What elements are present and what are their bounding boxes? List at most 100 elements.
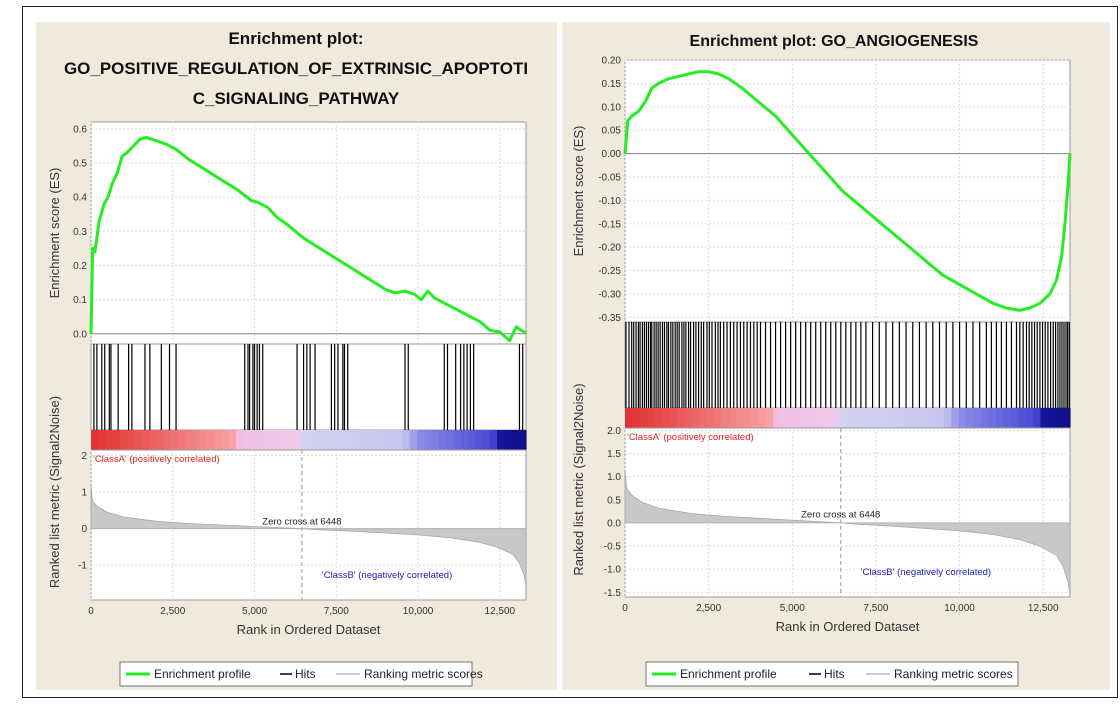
chart-title-line: Enrichment plot: — [228, 29, 363, 48]
heat-bar-segment — [395, 430, 404, 450]
enrichment-profile-point — [925, 260, 927, 262]
heat-bar-segment — [706, 408, 715, 428]
enrichment-profile-point — [1069, 152, 1071, 155]
metric-axis-label: Ranked list metric (Signal2Noise) — [571, 383, 586, 575]
heat-bar-segment — [301, 430, 310, 450]
heat-bar-segment — [424, 430, 433, 450]
enrichment-profile-point — [1056, 279, 1058, 281]
heat-bar-segment — [250, 430, 259, 450]
heat-bar-segment — [388, 430, 397, 450]
enrichment-profile-point — [667, 78, 670, 80]
x-tick-label: 0 — [88, 606, 94, 617]
heat-bar-segment — [788, 408, 797, 428]
chart-title-line: Enrichment plot: GO_ANGIOGENESIS — [690, 33, 979, 50]
heat-bar-segment — [294, 430, 302, 450]
heat-bar-segment — [1047, 408, 1056, 428]
es-tick-label: 0.00 — [602, 149, 622, 160]
es-tick-label: 0.3 — [73, 227, 87, 238]
heat-bar-segment — [91, 430, 99, 450]
enrichment-profile-point — [708, 71, 710, 73]
enrichment-profile-point — [515, 326, 517, 328]
enrichment-profile-point — [651, 87, 653, 89]
hits-area — [624, 321, 1071, 409]
enrichment-profile-point — [440, 300, 442, 302]
es-tick-label: 0.1 — [73, 295, 87, 306]
heat-bar-segment — [632, 408, 641, 428]
metric-tick-label: -1.5 — [604, 588, 622, 599]
enrichment-profile-point — [774, 115, 777, 117]
enrichment-profile-point — [319, 247, 321, 249]
enrichment-profile-point — [791, 134, 793, 136]
heat-bar-segment — [825, 408, 834, 428]
enrichment-profile-line — [623, 70, 1072, 312]
enrichment-profile-point — [204, 169, 207, 171]
enrichment-profile-point — [1064, 223, 1066, 225]
enrichment-profile-point — [414, 293, 416, 296]
enrichment-profile-point — [698, 71, 700, 73]
heat-bar-segment — [869, 408, 878, 428]
enrichment-profile-point — [677, 75, 680, 77]
heat-bar-segment — [221, 430, 230, 450]
heat-bar-segment — [460, 430, 469, 450]
heat-bar-segment — [914, 408, 923, 428]
metric-tick-label: 2.0 — [607, 426, 621, 437]
es-tick-label: 0.20 — [602, 56, 622, 67]
enrichment-profile-point — [858, 204, 860, 206]
enrichment-profile-point — [657, 82, 660, 84]
heat-bar-segment — [1025, 408, 1034, 428]
x-tick-label: 5,000 — [242, 606, 267, 617]
enrichment-profile-point — [250, 199, 252, 202]
heat-bar-segment — [988, 408, 997, 428]
enrichment-profile-point — [188, 158, 190, 161]
enrichment-profile-point — [221, 179, 223, 181]
heat-bar-segment — [936, 408, 945, 428]
heat-bar-segment — [840, 408, 849, 428]
es-tick-label: 0.6 — [73, 124, 87, 135]
legend-hits-label: Hits — [295, 667, 316, 681]
heat-bar-segment — [482, 430, 491, 450]
heat-bar-segment — [765, 408, 774, 428]
es-axis-label: Enrichment score (ES) — [47, 168, 62, 299]
es-tick-label: 0.05 — [602, 126, 622, 137]
enrichment-profile-point — [394, 292, 396, 294]
heat-bar-segment — [134, 430, 143, 450]
x-tick-label: 2,500 — [696, 603, 721, 614]
right-enrichment-panel: Enrichment plot: GO_ANGIOGENESIS 0.20 0.15… — [562, 22, 1110, 690]
heat-bar-segment — [899, 408, 908, 428]
heat-bar-segment — [795, 408, 804, 428]
heat-bar-segment — [243, 430, 252, 450]
heat-bar-segment — [272, 430, 281, 450]
es-tick-label: -0.25 — [598, 266, 621, 277]
metric-tick-label: 0.5 — [607, 495, 621, 506]
metric-tick-label: -1 — [78, 561, 87, 572]
heat-bar-segment — [647, 408, 656, 428]
heat-bar-segment — [439, 430, 447, 450]
metric-tick-label: 0.0 — [607, 518, 621, 529]
x-tick-label: 12,500 — [1028, 603, 1059, 614]
metric-plot-area — [624, 427, 1071, 598]
enrichment-profile-point — [841, 190, 844, 192]
legend-enrichment-label: Enrichment profile — [154, 667, 251, 681]
heat-bar-segment — [489, 430, 498, 450]
heat-bar-segment — [862, 408, 871, 428]
heat-bar-segment — [446, 430, 455, 450]
es-tick-label: 0.5 — [73, 158, 87, 169]
enrichment-profile-point — [276, 217, 279, 219]
heat-bar-segment — [669, 408, 678, 428]
heat-bar-segment — [958, 408, 967, 428]
heat-bar-segment — [639, 408, 648, 428]
heat-bar-segment — [199, 430, 208, 450]
enrichment-profile-point — [286, 223, 288, 226]
es-tick-label: 0.0 — [73, 329, 87, 340]
legend-hits-label: Hits — [824, 667, 845, 681]
heat-bar-segment — [170, 430, 179, 450]
enrichment-profile-point — [1049, 293, 1051, 295]
es-tick-label: 0.4 — [73, 193, 87, 204]
enrichment-profile-point — [427, 290, 429, 292]
heat-bar-segment — [743, 408, 752, 428]
heat-bar-segment — [344, 430, 353, 450]
legend-box — [119, 661, 473, 687]
es-tick-label: -0.05 — [598, 172, 621, 183]
heat-bar-segment — [279, 430, 288, 450]
enrichment-profile-point — [644, 101, 646, 103]
